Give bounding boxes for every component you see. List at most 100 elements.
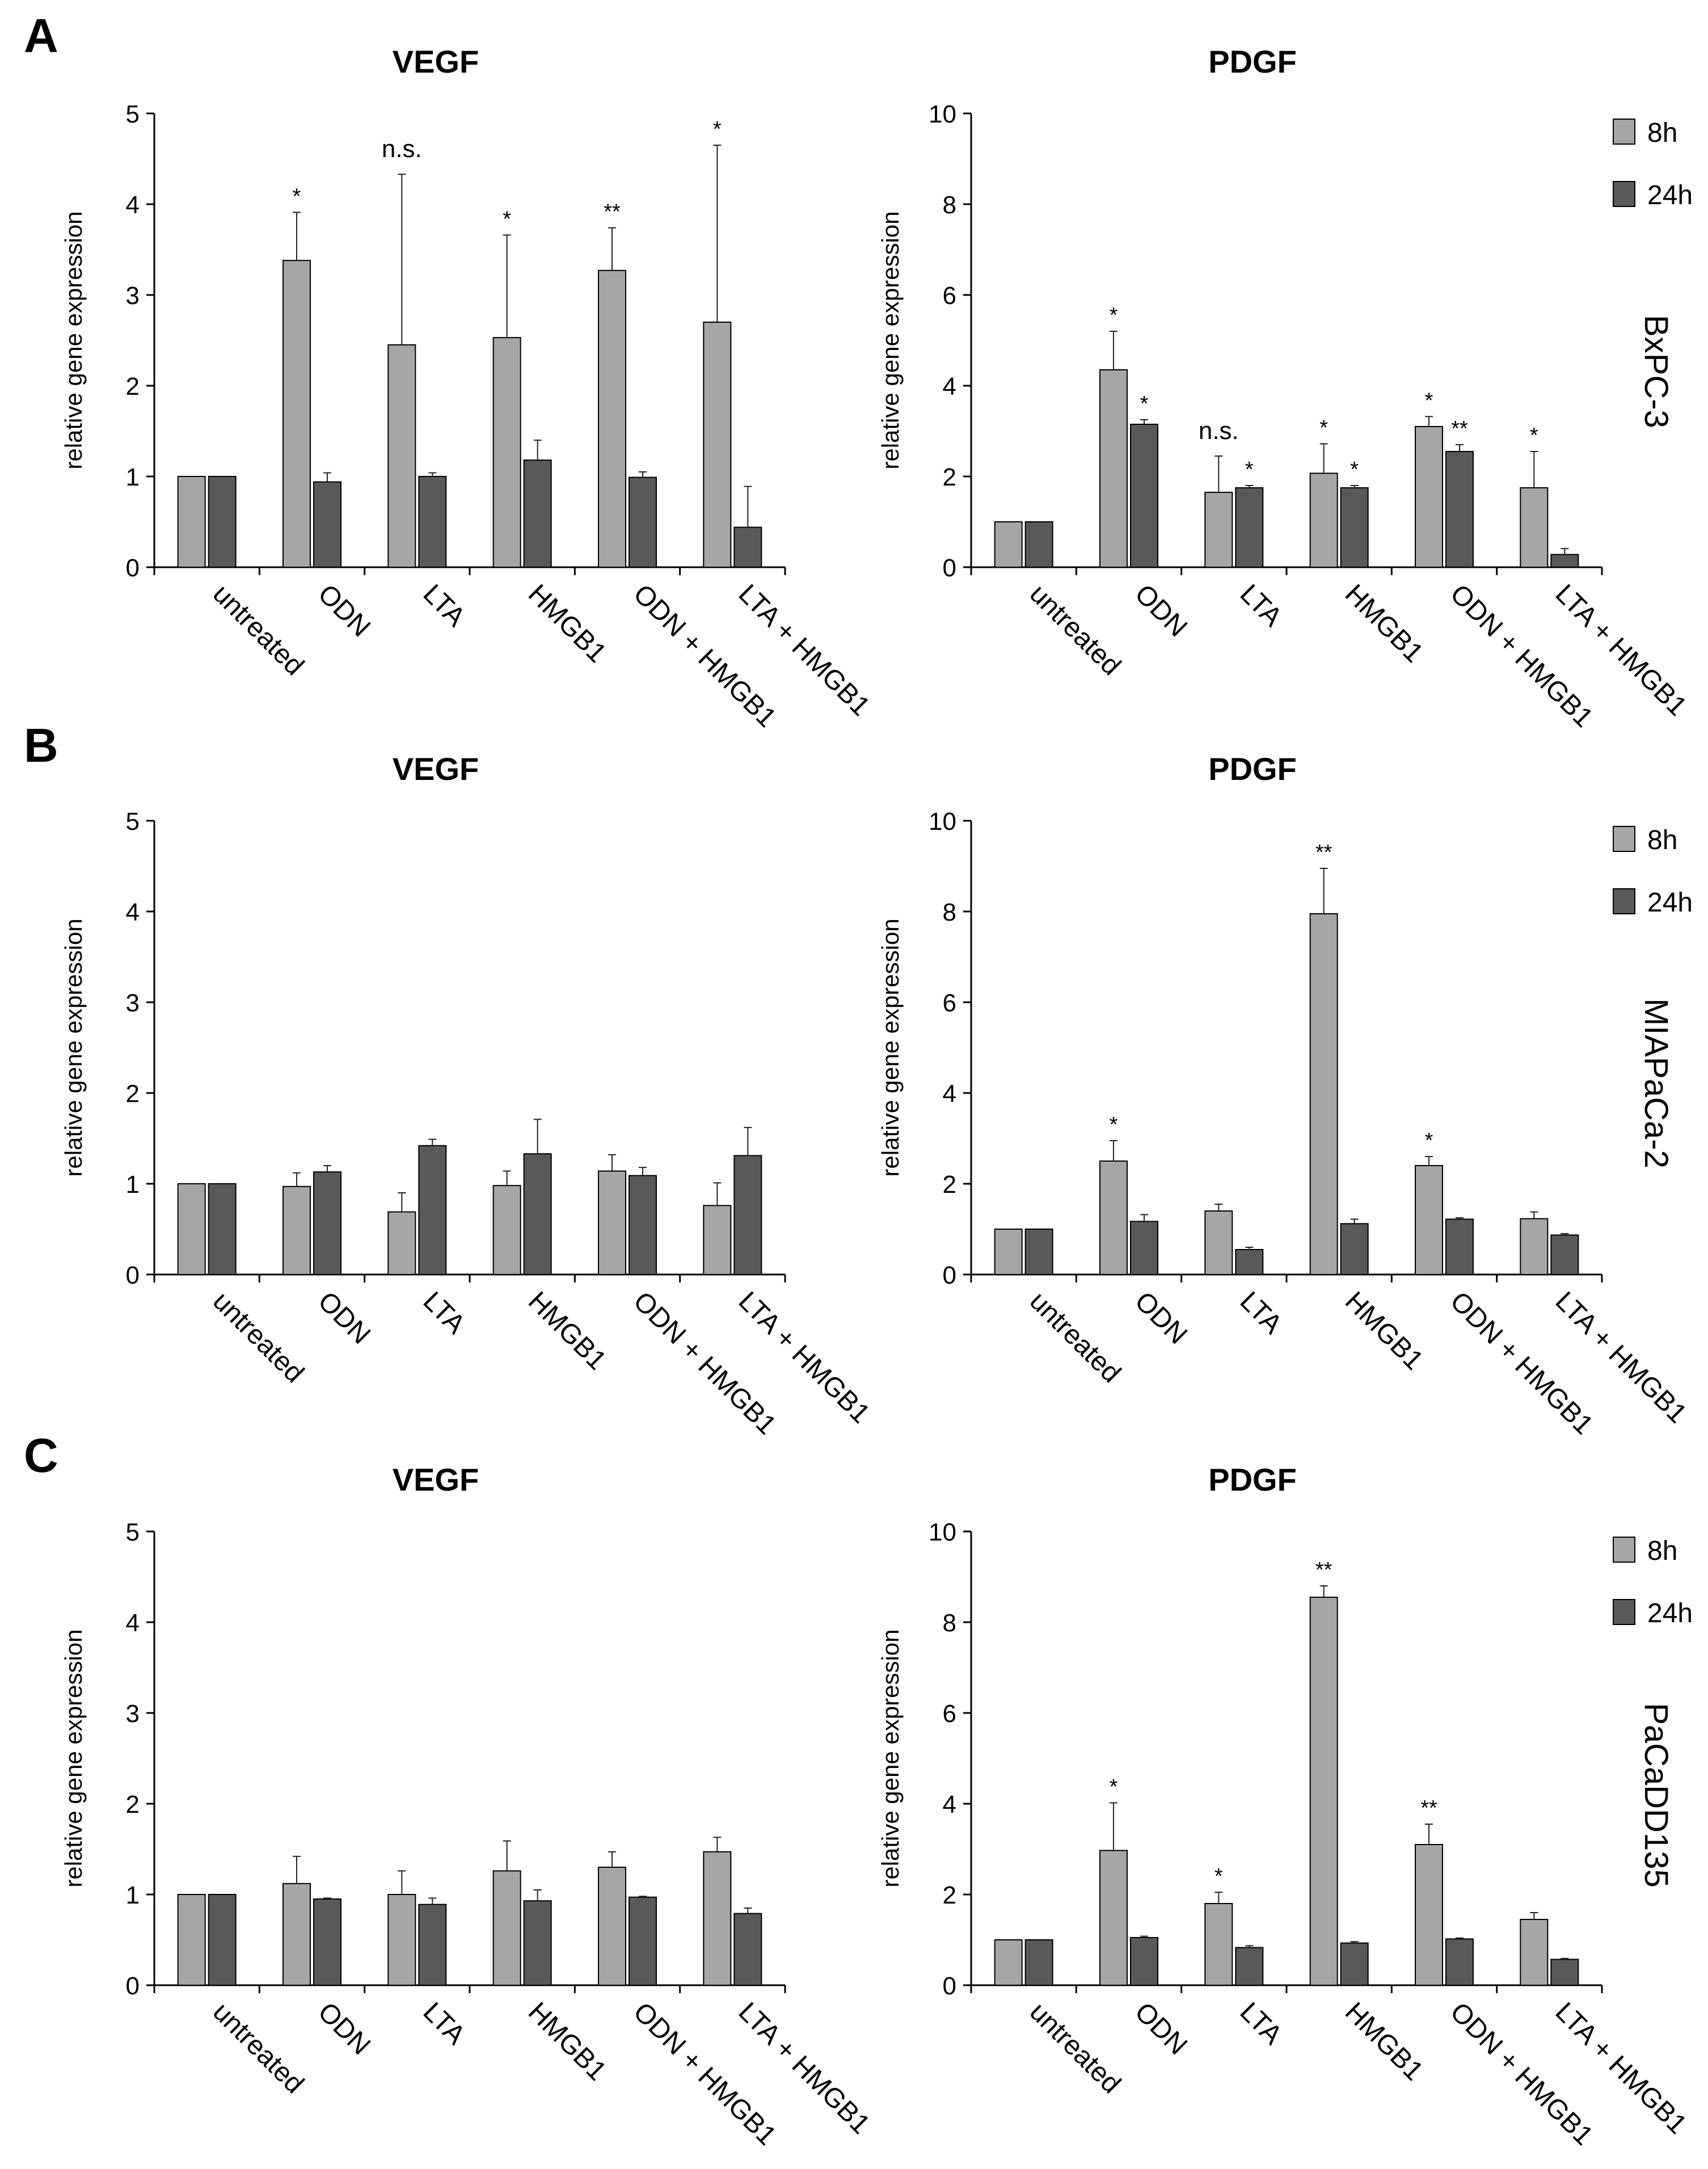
bar-24h-1 — [1130, 424, 1158, 568]
bar-8h-2 — [387, 1211, 416, 1276]
significance-marker: * — [1425, 389, 1433, 412]
x-tick-label: ODN — [1129, 579, 1193, 643]
x-tick-label: untreated — [207, 579, 310, 681]
chart-title: VEGF — [393, 751, 479, 787]
significance-marker: * — [1319, 416, 1328, 440]
bar-8h-3 — [1309, 1597, 1338, 1986]
cell-line-label-a: BxPC-3 — [1638, 315, 1675, 428]
panel-letter-a: A — [24, 9, 58, 62]
bar-8h-1 — [282, 1185, 311, 1276]
chart-c-pdgf: PDGF relative gene expression 0 2 4 6 8 10 untre… — [877, 1462, 1693, 2151]
bar-8h-0 — [177, 1894, 206, 1986]
x-tick-label: untreated — [1024, 1286, 1127, 1389]
bar-24h-1 — [1130, 1221, 1158, 1275]
y-tick-label: 10 — [929, 100, 956, 128]
bar-8h-0 — [177, 1183, 206, 1275]
bar-8h-0 — [994, 1229, 1023, 1275]
bar-8h-3 — [492, 1185, 521, 1275]
y-axis-label: relative gene expression — [60, 211, 87, 469]
y-tick-label: 4 — [943, 1791, 956, 1818]
bar-24h-4 — [1445, 451, 1474, 568]
y-axis-label: relative gene expression — [877, 211, 904, 469]
bar-8h-1 — [282, 1883, 311, 1986]
bar-24h-5 — [733, 1913, 762, 1986]
bar-8h-2 — [387, 344, 416, 568]
chart-c-vegf: VEGF relative gene expression 0 1 2 3 4 5 untrea… — [60, 1462, 876, 2151]
legend-label-24h: 24h — [1647, 1598, 1693, 1628]
y-tick-label: 8 — [943, 191, 956, 219]
chart-title: VEGF — [393, 44, 479, 79]
significance-marker: * — [1530, 424, 1538, 448]
significance-marker: * — [503, 207, 511, 231]
bar-24h-3 — [523, 1153, 552, 1275]
bar-24h-2 — [1235, 1249, 1264, 1275]
bar-24h-5 — [1550, 1959, 1579, 1986]
y-tick-label: 1 — [126, 463, 140, 491]
bar-8h-5 — [703, 1851, 732, 1986]
panel-letter-c: C — [24, 1429, 58, 1482]
y-tick-label: 0 — [943, 1261, 956, 1289]
legend-swatch-8h — [1613, 1537, 1635, 1563]
bar-8h-4 — [598, 269, 626, 568]
bar-8h-4 — [598, 1867, 626, 1986]
chart-a-vegf: VEGF relative gene expression 0 1 2 3 4 5 untrea… — [60, 44, 876, 733]
bar-8h-4 — [1415, 426, 1443, 568]
y-tick-label: 0 — [943, 1972, 956, 2000]
y-tick-label: 4 — [126, 898, 140, 926]
chart-title: PDGF — [1208, 1462, 1297, 1497]
significance-marker: ** — [1315, 1558, 1332, 1582]
significance-label-ns: n.s. — [382, 135, 422, 163]
panel-letter-b: B — [24, 719, 58, 772]
legend-label-24h: 24h — [1647, 180, 1693, 210]
bar-24h-4 — [1445, 1218, 1474, 1275]
bar-8h-4 — [1415, 1165, 1443, 1275]
legend-label-24h: 24h — [1647, 888, 1693, 918]
x-tick-label: LTA — [1234, 1997, 1288, 2050]
bar-8h-5 — [1520, 1919, 1549, 1986]
y-tick-label: 2 — [126, 1791, 140, 1818]
bar-24h-5 — [733, 526, 762, 568]
bar-8h-5 — [1520, 487, 1549, 568]
bar-24h-0 — [1024, 521, 1053, 568]
y-tick-label: 10 — [929, 1518, 956, 1546]
x-tick-label: untreated — [1024, 1997, 1127, 2099]
x-tick-label: HMGB1 — [1339, 579, 1429, 668]
significance-marker: * — [1214, 1864, 1223, 1888]
y-tick-label: 5 — [126, 1518, 140, 1546]
bar-24h-1 — [313, 1898, 341, 1986]
y-tick-label: 4 — [126, 191, 140, 219]
y-tick-label: 2 — [943, 1171, 956, 1199]
x-tick-label: ODN — [1129, 1997, 1193, 2061]
y-tick-label: 6 — [943, 1700, 956, 1728]
y-tick-label: 4 — [943, 373, 956, 400]
cell-line-label-c: PaCaDD135 — [1638, 1703, 1675, 1888]
significance-marker: * — [713, 117, 722, 141]
x-tick-label: HMGB1 — [522, 1286, 612, 1375]
legend-swatch-24h — [1613, 181, 1635, 207]
bar-8h-4 — [1415, 1844, 1443, 1986]
y-tick-label: 4 — [943, 1080, 956, 1108]
y-tick-label: 0 — [126, 554, 140, 582]
bar-24h-2 — [1235, 487, 1264, 568]
bar-8h-3 — [492, 337, 521, 568]
bar-24h-4 — [1445, 1938, 1474, 1986]
cell-line-label-b: MIAPaCa-2 — [1638, 998, 1675, 1168]
bar-8h-1 — [1099, 1161, 1128, 1275]
chart-a-pdgf: PDGF relative gene expression 0 2 4 6 8 10 untre… — [877, 44, 1693, 733]
bar-24h-2 — [418, 1904, 447, 1986]
y-axis-label: relative gene expression — [877, 1629, 904, 1887]
bar-24h-1 — [1130, 1937, 1158, 1986]
y-axis-label: relative gene expression — [60, 1629, 87, 1887]
x-tick-label: ODN — [312, 579, 376, 643]
y-axis-label: relative gene expression — [877, 918, 904, 1176]
x-tick-label: HMGB1 — [1339, 1997, 1429, 2086]
y-tick-label: 3 — [126, 282, 140, 310]
bar-24h-4 — [629, 1896, 657, 1986]
bar-8h-1 — [282, 260, 311, 568]
bar-8h-5 — [1520, 1218, 1549, 1276]
bar-8h-3 — [1309, 472, 1338, 568]
bar-24h-1 — [313, 1171, 341, 1275]
bar-24h-0 — [208, 1183, 237, 1275]
legend-label-8h: 8h — [1647, 118, 1677, 148]
y-tick-label: 8 — [943, 1609, 956, 1637]
